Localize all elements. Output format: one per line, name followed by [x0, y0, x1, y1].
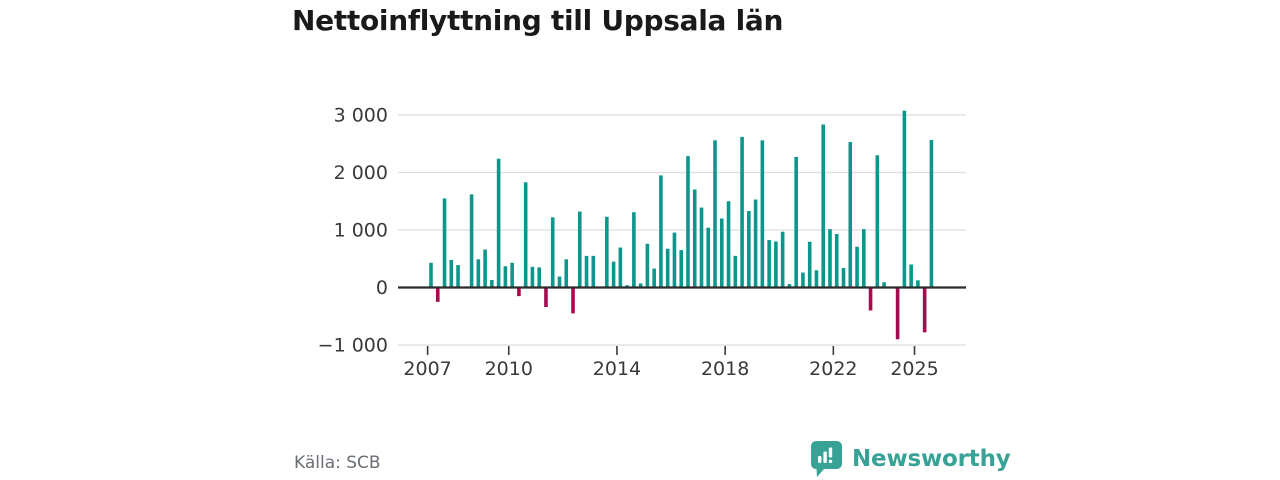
bar-positive [469, 194, 474, 288]
bar-positive [584, 255, 589, 288]
bar-positive [652, 268, 656, 288]
logo-bar-tall [823, 451, 827, 463]
bar-positive [760, 140, 765, 288]
bar-positive [645, 243, 650, 288]
x-tick-label: 2007 [403, 358, 451, 380]
bar-positive [862, 229, 866, 288]
bar-positive [530, 266, 535, 288]
bar-positive [449, 259, 454, 288]
bar-positive [672, 232, 677, 288]
bar-positive [686, 156, 690, 288]
bar-positive [692, 189, 697, 288]
x-tick-label: 2010 [485, 358, 533, 380]
bar-positive [699, 207, 704, 288]
y-tick-label: 1 000 [334, 220, 388, 242]
bar-positive [456, 265, 460, 288]
bar-positive [510, 262, 514, 288]
bar-negative [868, 287, 873, 311]
bar-positive [733, 255, 738, 288]
bar-positive [814, 270, 819, 288]
bar-positive [929, 140, 934, 288]
bar-positive [875, 155, 880, 288]
bar-positive [625, 285, 629, 288]
bar-positive [564, 259, 569, 288]
y-tick-label: 0 [376, 277, 388, 299]
x-tick-label: 2022 [809, 358, 857, 380]
x-tick-label: 2014 [593, 358, 641, 380]
bar-positive [679, 250, 684, 288]
bar-positive [882, 282, 886, 288]
bar-positive [611, 261, 616, 288]
bar-positive [557, 276, 562, 288]
bar-positive [916, 280, 920, 288]
bar-positive [740, 136, 744, 288]
bar-positive [713, 140, 717, 288]
bar-positive [747, 211, 751, 288]
bar-positive [429, 262, 433, 288]
y-tick-label: 2 000 [334, 162, 388, 184]
bar-negative [571, 287, 575, 314]
bar-positive [632, 212, 636, 288]
bar-positive [848, 142, 853, 288]
bar-positive [605, 216, 609, 288]
bar-positive [503, 266, 508, 288]
x-tick-label: 2025 [890, 358, 938, 380]
bar-negative [895, 287, 900, 340]
bar-positive [496, 158, 501, 288]
bar-positive [577, 211, 582, 288]
logo-exclamation-dot [828, 459, 833, 463]
bar-positive [591, 255, 596, 288]
logo-bar-short [818, 456, 822, 463]
bar-positive [483, 249, 487, 288]
source-label: Källa: SCB [294, 453, 381, 473]
bar-positive [726, 201, 731, 288]
bar-positive [801, 272, 805, 288]
y-tick-label: 3 000 [334, 105, 388, 127]
bar-positive [753, 199, 758, 288]
bar-positive [834, 234, 839, 288]
bar-positive [537, 267, 541, 288]
bar-positive [787, 284, 792, 288]
bar-positive [794, 156, 798, 288]
bar-positive [767, 240, 771, 288]
bar-positive [828, 229, 832, 288]
bar-positive [659, 175, 663, 288]
bar-positive [902, 110, 907, 288]
bar-positive [841, 267, 846, 288]
bar-positive [909, 264, 913, 288]
bar-positive [780, 231, 785, 288]
newsworthy-wordmark: Newsworthy [852, 446, 1011, 472]
bar-negative [544, 287, 548, 308]
newsworthy-logo: Newsworthy [810, 440, 1011, 478]
x-tick-label: 2018 [701, 358, 749, 380]
bar-positive [665, 248, 670, 288]
bar-positive [442, 198, 447, 288]
bar-positive [550, 217, 555, 288]
bar-positive [855, 246, 859, 288]
bar-positive [490, 280, 494, 288]
chart-title: Nettoinflyttning till Uppsala län [292, 4, 784, 37]
bar-positive [638, 283, 643, 288]
bar-positive [821, 124, 826, 288]
bar-positive [706, 227, 711, 288]
newsworthy-logo-icon [811, 441, 842, 477]
bar-negative [517, 287, 521, 297]
y-tick-label: −1 000 [318, 335, 388, 357]
bar-positive [476, 259, 481, 288]
bar-negative [922, 287, 927, 333]
bar-positive [523, 182, 528, 288]
bar-positive [719, 218, 724, 288]
bar-negative [435, 287, 440, 302]
logo-exclamation-bar [828, 447, 833, 458]
bar-positive [774, 241, 778, 288]
bar-positive [618, 247, 623, 288]
bar-positive [807, 241, 812, 288]
